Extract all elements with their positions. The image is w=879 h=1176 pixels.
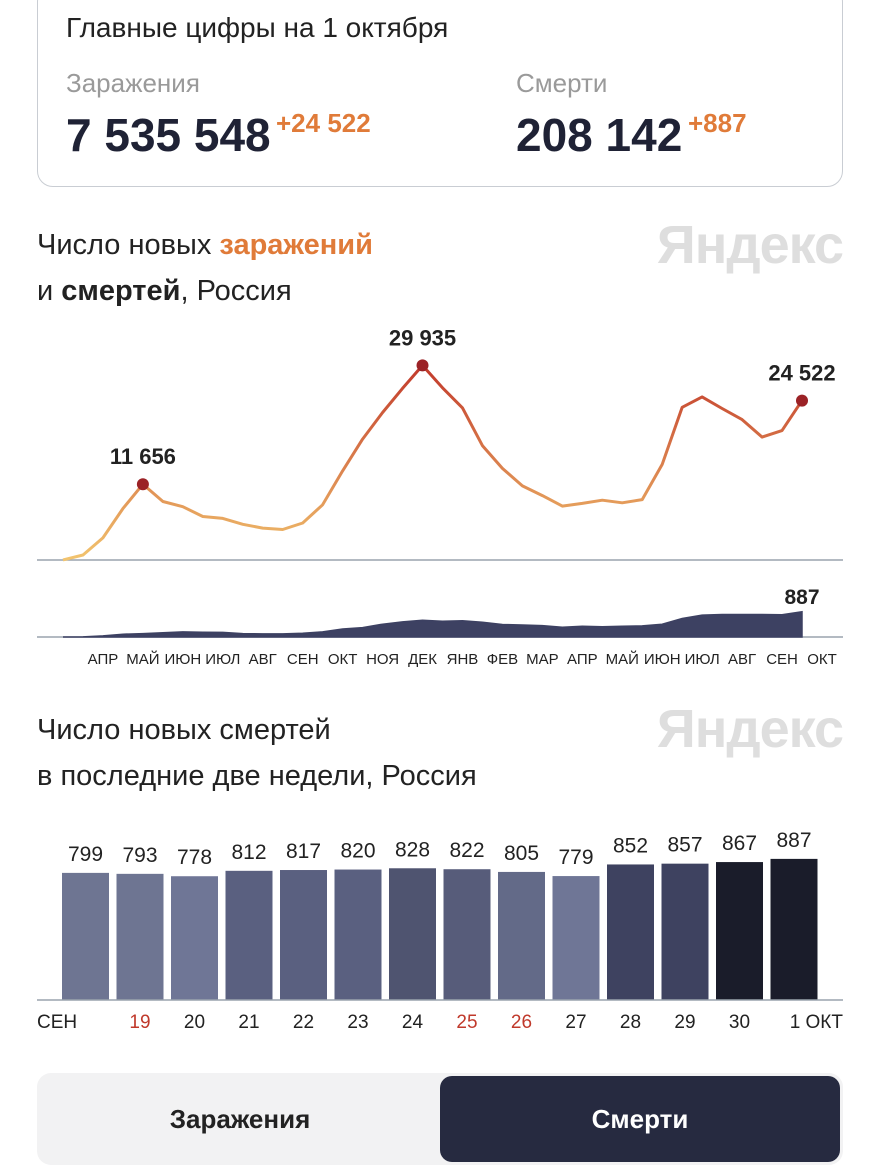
deaths-area	[62, 610, 803, 638]
title-part: смертей	[61, 275, 181, 307]
bar	[552, 876, 600, 1000]
data-label: 805	[504, 842, 539, 865]
tab[interactable]: Заражения	[169, 1103, 311, 1134]
x-tick-label: ОКТ	[328, 651, 358, 668]
data-label: 29 935	[389, 325, 456, 350]
deaths-label: Смерти	[516, 68, 608, 98]
data-label: 820	[340, 840, 375, 863]
data-label: 828	[395, 838, 430, 861]
data-label: 24 522	[768, 361, 835, 386]
x-tick-label: ИЮН	[644, 651, 681, 668]
bar	[607, 864, 654, 1000]
data-label: 857	[667, 834, 702, 857]
x-tick-label: ОКТ	[807, 651, 837, 668]
bar	[280, 870, 327, 1000]
tab-bar: Заражения Смерти	[37, 1073, 843, 1165]
bar	[443, 869, 491, 1000]
x-tick-label: 1 ОКТ	[790, 1012, 844, 1033]
infections-line	[62, 363, 804, 562]
x-tick-label: МАЙ	[606, 650, 639, 668]
peak-marker	[416, 359, 429, 372]
title-line: в последние две недели, Россия	[37, 760, 477, 792]
data-label: 817	[286, 840, 321, 863]
x-tick-label: ЯНВ	[447, 651, 479, 668]
data-label: 887	[776, 829, 811, 852]
data-label: 779	[558, 846, 593, 869]
x-tick-label: СЕН	[766, 651, 798, 668]
infections-delta: +24 522	[276, 108, 371, 138]
title-part: Число новых	[37, 229, 212, 261]
x-tick-label: 24	[402, 1012, 424, 1033]
x-tick-label: НОЯ	[366, 651, 399, 668]
x-tick-label: 26	[511, 1012, 532, 1033]
peak-marker	[136, 478, 149, 491]
x-tick-label: 25	[456, 1012, 477, 1033]
x-tick-label: 27	[565, 1012, 586, 1033]
x-tick-label: МАР	[526, 651, 559, 668]
bar	[225, 870, 273, 1000]
x-tick-label: СЕН	[287, 651, 319, 668]
title-part: , Россия	[180, 275, 292, 307]
data-label: 822	[449, 839, 484, 862]
x-tick-label: 20	[184, 1012, 205, 1033]
tab[interactable]: Смерти	[440, 1076, 840, 1162]
x-tick-label: ФЕВ	[487, 651, 518, 668]
bar	[334, 869, 382, 1000]
x-tick-label: СЕН	[37, 1012, 77, 1033]
title-line: и смертей, Россия	[37, 268, 373, 314]
watermark: Яндекс	[656, 699, 844, 759]
x-tick-label: МАЙ	[126, 650, 159, 668]
data-label: 793	[122, 844, 157, 867]
title-line: Число новых смертей	[37, 714, 331, 746]
data-label: 778	[177, 846, 212, 869]
summary-card	[37, 0, 843, 187]
deaths-delta: +887	[688, 108, 747, 138]
x-tick-label: АПР	[88, 651, 119, 668]
title-line: Число новых заражений	[37, 222, 373, 268]
data-label: 852	[613, 834, 648, 857]
bar	[116, 873, 164, 1000]
x-tick-label: ИЮЛ	[205, 651, 240, 668]
x-tick-label: 23	[347, 1012, 368, 1033]
title-part: заражений	[219, 229, 373, 261]
deaths-total: 208 142	[516, 109, 683, 161]
x-tick-label: АВГ	[249, 651, 277, 668]
chart-title: Число новых смертей в последние две неде…	[37, 707, 477, 799]
data-label: 887	[784, 586, 819, 609]
x-tick-label: АВГ	[728, 651, 756, 668]
summary-title: Главные цифры на 1 октября	[66, 12, 449, 43]
infections-total: 7 535 548	[66, 109, 271, 161]
bar	[389, 868, 436, 1000]
data-label: 11 656	[110, 444, 176, 469]
bar	[716, 862, 763, 1000]
title-part: и	[37, 275, 54, 307]
x-tick-label: 30	[729, 1012, 750, 1033]
x-tick-label: 28	[620, 1012, 641, 1033]
bar	[171, 876, 218, 1000]
x-tick-label: 19	[129, 1012, 150, 1033]
x-tick-label: АПР	[567, 651, 598, 668]
data-label: 867	[722, 832, 757, 855]
bar	[661, 863, 709, 1000]
x-tick-label: ИЮН	[164, 651, 201, 668]
data-label: 812	[231, 841, 266, 864]
x-tick-label: ДЕК	[408, 651, 437, 668]
x-tick-label: ИЮЛ	[685, 651, 720, 668]
data-label: 799	[68, 843, 103, 866]
watermark: Яндекс	[656, 215, 844, 275]
peak-marker	[796, 394, 808, 407]
bar	[498, 871, 545, 1000]
infections-label: Заражения	[66, 68, 200, 98]
x-tick-label: 29	[674, 1012, 695, 1033]
x-tick-label: 22	[293, 1012, 314, 1033]
x-tick-label: 21	[238, 1012, 259, 1033]
bar	[770, 858, 818, 1000]
chart-title: Число новых заражений и смертей, Россия	[37, 222, 373, 314]
bar	[62, 872, 109, 1000]
